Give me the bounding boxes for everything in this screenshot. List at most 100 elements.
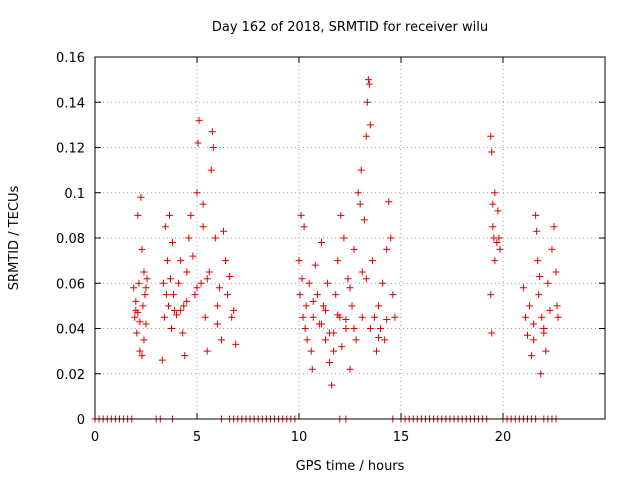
data-point <box>365 80 373 88</box>
data-point <box>366 325 374 332</box>
data-point <box>379 279 387 287</box>
data-point <box>366 121 374 129</box>
data-point <box>187 211 195 219</box>
data-point <box>344 275 352 283</box>
data-point <box>224 291 232 299</box>
data-point <box>194 139 202 147</box>
data-point <box>164 302 172 310</box>
data-point <box>326 358 334 366</box>
data-point <box>370 313 378 321</box>
data-point <box>220 227 228 235</box>
data-point <box>493 239 501 247</box>
data-point <box>309 297 317 305</box>
data-point <box>519 284 527 292</box>
data-point <box>322 336 330 344</box>
data-point <box>540 325 548 332</box>
data-point <box>387 234 395 242</box>
data-point <box>134 211 142 219</box>
data-point <box>203 347 211 355</box>
data-point <box>208 128 216 136</box>
data-point <box>173 311 181 319</box>
data-point <box>308 365 316 373</box>
data-point <box>171 306 179 314</box>
data-point <box>302 302 310 310</box>
data-point <box>328 381 336 389</box>
data-point <box>350 245 358 253</box>
data-point <box>303 336 311 344</box>
data-point <box>342 315 350 323</box>
data-point <box>334 311 342 319</box>
data-point <box>352 336 360 344</box>
data-point <box>193 284 201 292</box>
data-point <box>199 223 207 231</box>
data-point <box>137 193 145 201</box>
data-point <box>228 313 236 321</box>
data-point <box>185 234 193 242</box>
data-point <box>357 166 365 174</box>
data-point <box>132 297 140 305</box>
data-point <box>307 347 315 355</box>
data-point <box>550 223 558 231</box>
data-point <box>143 275 151 283</box>
data-point <box>342 325 350 332</box>
data-point <box>346 284 354 292</box>
data-point <box>203 275 211 283</box>
data-point <box>301 325 309 332</box>
data-point <box>377 325 385 332</box>
data-point <box>197 279 205 287</box>
data-point <box>162 291 170 299</box>
data-point <box>322 306 330 314</box>
data-point <box>523 331 531 339</box>
data-point <box>521 313 529 321</box>
data-point <box>383 245 391 253</box>
data-point <box>299 313 307 321</box>
data-point <box>179 329 187 337</box>
data-point <box>373 347 381 355</box>
data-point <box>358 268 366 276</box>
data-point <box>177 257 185 265</box>
data-point <box>537 370 545 378</box>
chart-title: Day 162 of 2018, SRMTID for receiver wil… <box>212 20 488 35</box>
data-point <box>489 223 497 231</box>
y-tick-label: 0.04 <box>56 323 85 338</box>
data-point <box>136 318 144 326</box>
data-point <box>139 302 147 310</box>
data-point <box>201 313 209 321</box>
data-point <box>140 268 148 276</box>
data-point <box>298 275 306 283</box>
data-point <box>552 268 560 276</box>
data-point <box>495 234 503 242</box>
x-tick-label: 20 <box>495 430 512 445</box>
data-point <box>311 261 319 269</box>
data-point <box>544 279 552 287</box>
data-point <box>135 279 143 287</box>
data-point <box>138 245 146 253</box>
data-point <box>363 98 371 106</box>
data-point <box>337 211 345 219</box>
data-point <box>141 291 149 299</box>
data-point <box>319 302 327 310</box>
data-point <box>534 257 542 265</box>
data-point <box>317 320 325 328</box>
data-point <box>317 239 325 247</box>
data-point <box>132 306 140 314</box>
data-point <box>360 216 368 224</box>
data-point <box>489 200 497 208</box>
data-point <box>213 320 221 328</box>
data-point <box>553 302 561 310</box>
data-point <box>487 291 495 299</box>
data-point <box>362 275 370 283</box>
data-point <box>375 302 383 310</box>
data-point <box>158 356 166 364</box>
y-tick-label: 0 <box>77 413 85 428</box>
data-point <box>356 200 364 208</box>
x-tick-label: 15 <box>393 430 410 445</box>
y-tick-label: 0.06 <box>56 277 85 292</box>
y-tick-label: 0.08 <box>56 232 85 247</box>
data-point <box>161 223 169 231</box>
data-point <box>131 313 139 321</box>
data-point <box>295 257 303 265</box>
data-point <box>142 320 150 328</box>
data-point <box>230 306 238 314</box>
axis-ticks: 0 5 10 15 20 0 0.02 0.04 0.06 0.08 0.1 0.12 0.14 0.16 <box>56 51 605 445</box>
